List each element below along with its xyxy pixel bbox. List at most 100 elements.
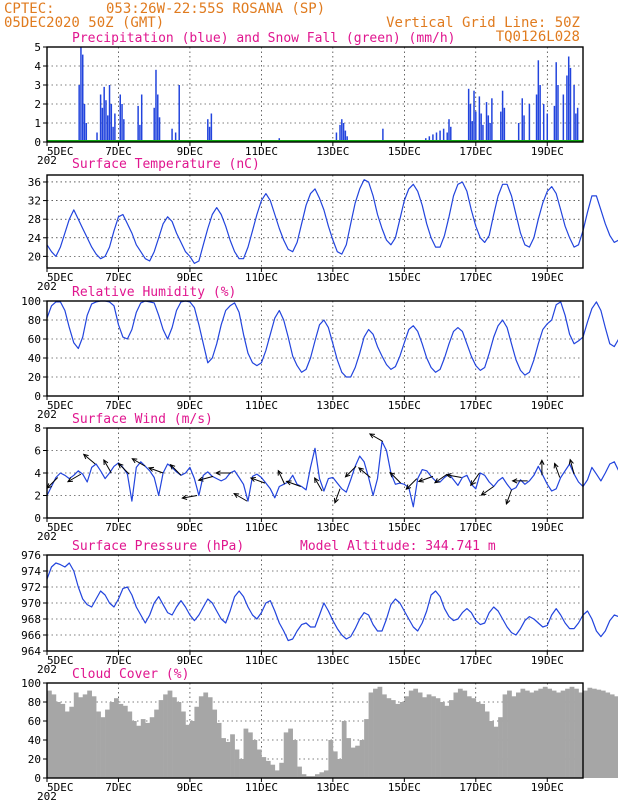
wind-arrow-shaft <box>405 478 418 490</box>
wind-arrow-head <box>333 497 339 504</box>
wind-arrow-head <box>314 477 320 484</box>
cloud-cover-bar <box>185 724 191 778</box>
precip-bar <box>123 119 125 142</box>
cloud-cover-bar <box>449 700 454 778</box>
x-tick-label: 7DEC <box>105 781 132 794</box>
x-tick-label: 19DEC <box>531 399 564 412</box>
cloud-cover-bar <box>270 764 276 778</box>
chart-panels: 0 1 2 3 4 5 5DEC 7DEC 9DEC 11DEC 13DEC 15DEC 17DEC 19… <box>21 31 618 800</box>
x-tick-label: 19DEC <box>531 781 564 794</box>
wind-arrow <box>82 453 96 465</box>
precip-bar <box>480 113 482 142</box>
y-tick-label: 20 <box>28 371 41 384</box>
cloud-cover-bar <box>82 694 88 778</box>
wind-arrow <box>314 477 323 492</box>
x-tick-label: 7DEC <box>105 521 132 534</box>
wind-arrow-shaft <box>334 488 341 504</box>
cloud-cover-bar <box>230 734 235 778</box>
plot-frame <box>46 682 584 779</box>
wind-arrow-shaft <box>148 467 164 474</box>
plot-frame <box>46 554 584 652</box>
wind-arrow-shaft <box>46 477 59 489</box>
wind-arrow-shaft <box>103 459 112 474</box>
x-tick-label: 13DEC <box>316 521 349 534</box>
wind-arrow-shaft <box>118 463 130 475</box>
precip-bar <box>442 128 445 142</box>
cloud-cover-bar <box>145 722 151 778</box>
x-sub-label: 202 <box>37 154 57 167</box>
wind-arrow-shaft <box>369 433 384 442</box>
precip-bar <box>482 124 484 142</box>
cloud-cover-bar <box>587 687 593 778</box>
cloud-cover-bar <box>399 702 405 778</box>
cloud-cover-bar <box>471 698 477 778</box>
wind-arrow <box>117 462 130 475</box>
x-tick-label: 5DEC <box>47 781 74 794</box>
precip-bar <box>99 94 102 142</box>
precip-bar <box>105 100 107 142</box>
y-tick-label: 966 <box>21 629 41 642</box>
precip-bar <box>335 132 338 142</box>
cloud-cover-bar <box>136 725 142 778</box>
cloud-cover-bar <box>341 721 347 778</box>
wind-arrow-shaft <box>446 474 462 478</box>
header-run: 05DEC2020 50Z (GMT) <box>4 15 164 31</box>
x-tick-label: 15DEC <box>388 781 421 794</box>
precip-bar <box>155 69 157 142</box>
y-tick-label: 4 <box>34 60 41 73</box>
precip-bar <box>573 85 575 142</box>
cloud-cover-bar <box>73 692 79 778</box>
y-tick-label: 60 <box>28 333 41 346</box>
wind-arrow-head <box>344 471 351 478</box>
header-code: TQ0126L028 <box>496 29 580 45</box>
precip-bar <box>473 90 475 142</box>
precip-bar <box>208 126 211 142</box>
wind-arrow <box>103 459 112 474</box>
precip-bar <box>178 85 180 142</box>
wind-arrow-head <box>480 490 487 496</box>
cloud-cover-bar <box>475 702 481 778</box>
cloud-cover-bar <box>221 738 226 778</box>
wind-arrow-shaft <box>389 472 402 484</box>
precip-bar <box>80 47 82 142</box>
wind-arrow-shaft <box>505 489 513 505</box>
header-location: 053:26W-22:55S ROSANA (SP) <box>106 1 325 17</box>
cloud-cover-bar <box>574 688 579 778</box>
precip-bar <box>517 123 520 142</box>
cloud-cover-bar <box>466 696 472 778</box>
precip-bar <box>171 128 173 142</box>
x-tick-label: 13DEC <box>316 654 349 667</box>
precip-bar <box>569 67 572 142</box>
y-tick-label: 8 <box>34 422 41 435</box>
wind-arrow <box>568 458 575 475</box>
precip-bar <box>207 119 209 142</box>
precip-bar <box>439 130 441 142</box>
wind-arrow-head <box>539 459 545 465</box>
y-tick-label: 0 <box>34 390 41 403</box>
wind-arrow <box>470 472 480 487</box>
y-tick-label: 2 <box>34 490 41 503</box>
wind-arrow-shaft <box>358 467 371 478</box>
temperature-line <box>46 179 618 264</box>
cloud-cover-bar <box>252 740 258 778</box>
wind-arrow-head <box>389 471 396 478</box>
cloud-cover-bar <box>198 696 204 778</box>
x-tick-label: 13DEC <box>316 145 349 158</box>
wind-arrow-shaft <box>132 458 146 467</box>
wind-arrow <box>249 476 266 484</box>
precip-bar <box>446 132 448 142</box>
cloud-cover-bar <box>489 721 494 778</box>
cloud-cover-bar <box>520 688 526 778</box>
cloud-cover-bar <box>207 697 213 778</box>
cloud-cover-bar <box>435 698 441 778</box>
cloud-cover-bar <box>413 688 419 778</box>
cloud-cover-bar <box>265 760 271 778</box>
precip-bar <box>339 124 341 142</box>
wind-arrow <box>131 458 146 467</box>
panel-title-cloud: Cloud Cover (%) <box>72 667 189 682</box>
cloud-cover-bar <box>538 688 544 778</box>
precip-bar <box>114 113 116 142</box>
wind-arrow <box>539 459 545 476</box>
precip-bar <box>140 94 143 142</box>
precip-bar <box>469 104 472 142</box>
